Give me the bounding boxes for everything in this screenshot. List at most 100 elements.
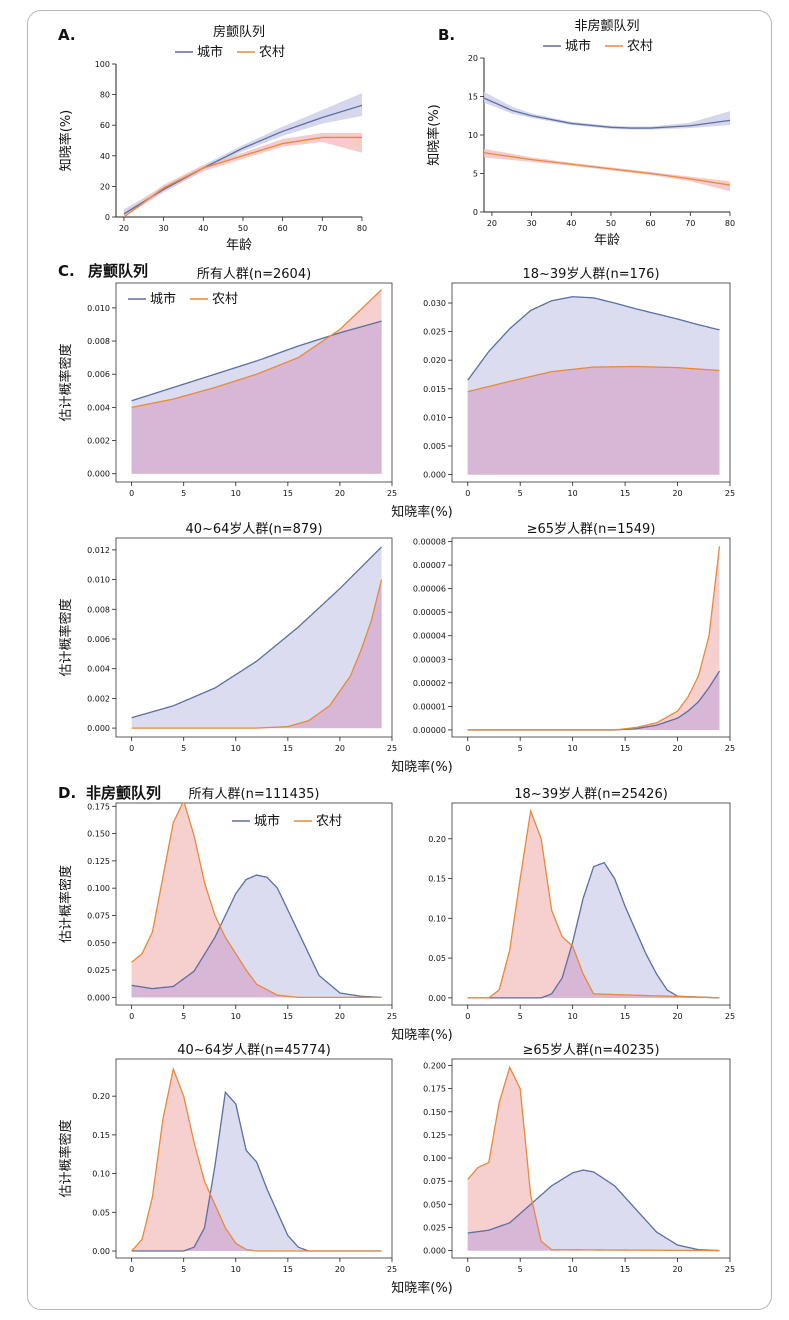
y-tick-label: 0.200 bbox=[423, 1061, 446, 1070]
plot-area bbox=[467, 546, 721, 731]
series-line-rural bbox=[467, 546, 721, 731]
y-tick-label: 0.00007 bbox=[413, 561, 446, 570]
plot-area bbox=[467, 296, 720, 475]
chart-d4: 0 5 10 15 20 25 0.000 0.025 0.050 0.075 0.100 0.125… bbox=[391, 1043, 735, 1296]
area-overlap bbox=[131, 926, 382, 998]
charts-layer: 20 30 40 50 60 70 80020406080100房颤队列年龄知晓率(%)城市… bbox=[58, 18, 735, 1296]
x-tick-label: 0 bbox=[465, 744, 470, 753]
y-tick-label: 0.10 bbox=[428, 914, 446, 923]
x-tick-label: 20 bbox=[119, 224, 129, 233]
y-tick-label: 0.010 bbox=[423, 413, 446, 422]
x-tick-label: 5 bbox=[181, 744, 186, 753]
x-tick-label: 0 bbox=[129, 1012, 134, 1021]
y-tick-label: 0.002 bbox=[87, 694, 110, 703]
chart-d1: 0 5 10 15 20 25 0.000 0.025 0.050 0.075 0.100 0.125… bbox=[58, 787, 397, 1021]
x-tick-label: 25 bbox=[387, 1265, 397, 1274]
y-tick-label: 0.175 bbox=[87, 802, 110, 811]
x-tick-label: 0 bbox=[465, 1012, 470, 1021]
y-tick-label: 0.175 bbox=[423, 1085, 446, 1094]
y-tick-label: 0.025 bbox=[423, 328, 446, 337]
panel-label-d: D. bbox=[58, 784, 76, 802]
y-tick-label: 0.025 bbox=[423, 1223, 446, 1232]
plot-area bbox=[123, 93, 362, 217]
y-tick-label: 15 bbox=[468, 93, 478, 102]
x-tick-label: 60 bbox=[278, 224, 288, 233]
x-tick-label: 25 bbox=[725, 1265, 735, 1274]
legend-label-urban: 城市 bbox=[150, 291, 176, 307]
y-tick-label: 0.00008 bbox=[413, 538, 446, 547]
y-tick-label: 0.00000 bbox=[413, 726, 446, 735]
y-tick-label: 0.000 bbox=[87, 724, 110, 733]
x-tick-label: 0 bbox=[129, 1265, 134, 1274]
y-tick-label: 0.025 bbox=[87, 966, 110, 975]
y-tick-label: 0.00001 bbox=[413, 702, 446, 711]
y-tick-label: 60 bbox=[100, 121, 110, 130]
x-tick-label: 5 bbox=[181, 1265, 186, 1274]
y-tick-label: 0.00002 bbox=[413, 679, 446, 688]
x-tick-label: 10 bbox=[568, 489, 578, 498]
x-tick-label: 0 bbox=[129, 744, 134, 753]
x-axis-title: 知晓率(%) bbox=[391, 504, 453, 520]
y-tick-label: 0.15 bbox=[92, 1131, 110, 1140]
y-tick-label: 0 bbox=[473, 208, 478, 217]
x-tick-label: 25 bbox=[387, 1012, 397, 1021]
plot-frame bbox=[451, 537, 731, 738]
y-tick-label: 0.006 bbox=[87, 370, 110, 379]
x-tick-label: 70 bbox=[685, 219, 695, 228]
plot-frame bbox=[115, 1058, 393, 1259]
plot-frame bbox=[115, 282, 393, 483]
plot-frame bbox=[115, 802, 393, 1006]
plot-area bbox=[131, 289, 383, 474]
x-tick-label: 25 bbox=[387, 744, 397, 753]
panel-label-d-cohort: 非房颤队列 bbox=[86, 784, 161, 802]
y-tick-label: 0.075 bbox=[423, 1177, 446, 1186]
x-tick-label: 20 bbox=[672, 744, 682, 753]
series-line-urban bbox=[131, 546, 383, 719]
area-overlap bbox=[467, 1203, 720, 1251]
x-tick-label: 20 bbox=[672, 1012, 682, 1021]
area-overlap bbox=[467, 366, 720, 475]
x-tick-label: 80 bbox=[357, 224, 367, 233]
ci-band-rural bbox=[123, 132, 362, 217]
y-tick-label: 0.004 bbox=[87, 665, 110, 674]
legend-label-rural: 农村 bbox=[259, 45, 285, 60]
x-tick-label: 25 bbox=[725, 744, 735, 753]
area-overlap bbox=[467, 671, 720, 730]
x-tick-label: 5 bbox=[181, 1012, 186, 1021]
y-tick-label: 0.050 bbox=[423, 1200, 446, 1209]
y-axis-title: 估计概率密度 bbox=[58, 598, 74, 676]
y-tick-label: 0.004 bbox=[87, 403, 110, 412]
chart-title: 非房颤队列 bbox=[574, 18, 639, 34]
legend-label-urban: 城市 bbox=[197, 44, 223, 60]
y-tick-label: 0.002 bbox=[87, 437, 110, 446]
x-tick-label: 30 bbox=[159, 224, 169, 233]
x-tick-label: 10 bbox=[568, 744, 578, 753]
y-tick-label: 0.010 bbox=[87, 576, 110, 585]
area-rural bbox=[131, 1069, 382, 1252]
x-tick-label: 25 bbox=[725, 1012, 735, 1021]
x-axis-title: 年龄 bbox=[594, 233, 620, 248]
series-line-urban bbox=[467, 296, 720, 381]
x-tick-label: 0 bbox=[129, 489, 134, 498]
area-urban bbox=[467, 862, 720, 998]
area-urban bbox=[131, 1092, 382, 1252]
chart-title: 所有人群(n=2604) bbox=[197, 267, 311, 282]
x-tick-label: 10 bbox=[231, 489, 241, 498]
x-tick-label: 50 bbox=[238, 224, 248, 233]
area-overlap bbox=[131, 321, 382, 474]
area-rural bbox=[467, 546, 720, 730]
y-tick-label: 100 bbox=[95, 60, 110, 69]
y-tick-label: 80 bbox=[100, 91, 110, 100]
plot-frame bbox=[451, 802, 731, 1006]
x-tick-label: 15 bbox=[620, 489, 630, 498]
y-tick-label: 0.008 bbox=[87, 605, 110, 614]
x-tick-label: 20 bbox=[487, 219, 497, 228]
y-tick-label: 0.000 bbox=[423, 1247, 446, 1256]
y-tick-label: 20 bbox=[468, 54, 478, 63]
x-tick-label: 70 bbox=[317, 224, 327, 233]
y-tick-label: 0.00003 bbox=[413, 655, 446, 664]
series-line-rural bbox=[123, 136, 362, 217]
x-tick-label: 5 bbox=[518, 489, 523, 498]
y-tick-label: 0.00 bbox=[428, 994, 446, 1003]
